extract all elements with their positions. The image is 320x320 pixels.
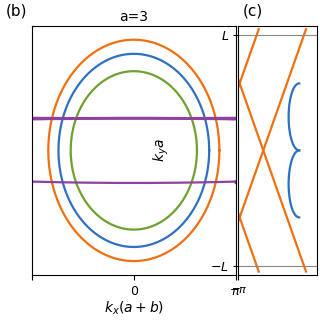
Text: (b): (b)	[5, 3, 27, 18]
Text: (c): (c)	[242, 3, 263, 18]
X-axis label: $k_x(a+b)$: $k_x(a+b)$	[104, 299, 164, 317]
Title: a=3: a=3	[119, 11, 148, 24]
Y-axis label: $k_y a$: $k_y a$	[152, 139, 171, 162]
